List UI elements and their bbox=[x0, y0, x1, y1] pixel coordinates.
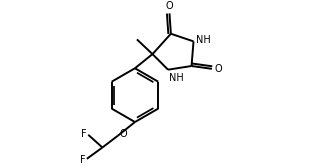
Text: NH: NH bbox=[196, 35, 211, 45]
Text: O: O bbox=[120, 130, 127, 139]
Text: O: O bbox=[166, 1, 173, 11]
Text: F: F bbox=[80, 155, 85, 165]
Text: F: F bbox=[81, 129, 86, 139]
Text: NH: NH bbox=[169, 73, 184, 83]
Text: O: O bbox=[214, 64, 222, 74]
